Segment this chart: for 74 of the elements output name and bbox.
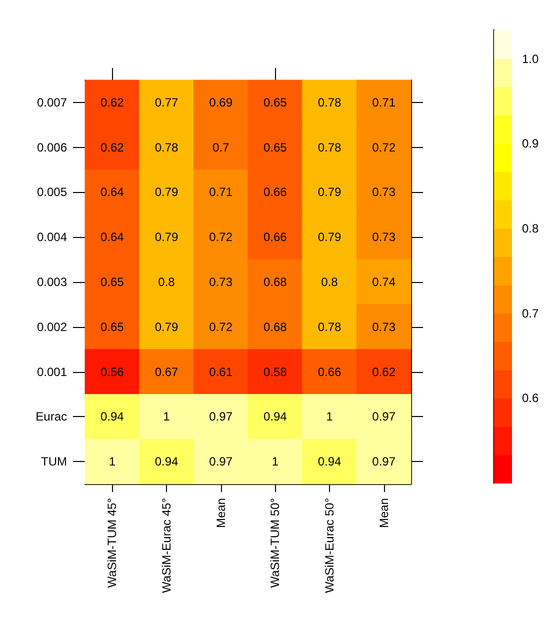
y-tick-label: 0.002 [36,320,68,334]
color-bar-label: 0.7 [522,306,540,320]
data-label: 0.64 [100,230,124,244]
data-label: 0.78 [318,95,342,110]
data-label: 0.73 [372,320,396,334]
color-bar-label: 0.8 [522,222,540,236]
data-label: 0.79 [154,320,178,334]
color-bar-label: 0.6 [522,391,540,406]
data-label: 0.66 [263,230,288,244]
data-label: 0.97 [372,454,396,469]
data-label: 0.62 [100,95,124,110]
data-label: 0.73 [372,230,396,244]
data-label: 0.8 [158,275,176,289]
data-label: 1 [163,410,170,424]
data-label: 0.68 [263,275,288,289]
data-label: 0.62 [100,140,124,154]
data-label: 0.79 [318,230,342,244]
data-label: 0.94 [100,410,124,424]
y-tick-label: 0.006 [36,140,68,154]
data-label: 0.62 [372,364,396,379]
data-label: 0.71 [372,95,396,110]
data-label: 0.72 [209,230,233,244]
data-label: 0.74 [372,275,396,289]
y-tick-label: 0.004 [36,230,68,244]
data-label: 0.64 [100,185,124,200]
x-tick-label: WaSiM-Eurac 45° [160,498,174,594]
data-label: 0.66 [263,185,288,200]
data-label: 0.65 [100,320,124,334]
data-label: 0.79 [154,230,178,244]
data-label: 0.77 [154,95,178,110]
data-label: 0.97 [209,410,233,424]
data-label: 0.72 [372,140,396,154]
data-label: 0.7 [212,140,230,154]
data-label: 0.94 [263,410,288,424]
x-tick-label: Mean [214,498,228,528]
y-tick-label: Eurac [36,410,67,424]
color-bar-label: 0.9 [522,136,540,151]
data-label: 0.72 [209,320,233,334]
data-label: 0.78 [318,140,342,154]
data-label: 0.79 [154,185,178,200]
x-tick-label: WaSiM-Eurac 50° [322,498,336,594]
data-label: 0.65 [263,140,288,154]
data-label: 0.68 [263,320,288,334]
data-label: 0.94 [318,454,342,469]
data-label: 0.61 [209,364,233,379]
data-label: 0.73 [209,275,233,289]
data-label: 0.66 [318,364,342,379]
data-label: 0.65 [100,275,124,289]
color-bar-label: 1.0 [522,52,540,66]
data-label: 1 [108,454,116,469]
data-label: 0.69 [209,95,233,110]
data-label: 1 [272,454,279,469]
data-label: 0.79 [318,185,342,200]
data-label: 0.56 [100,364,124,379]
data-label: 0.8 [321,275,338,289]
y-tick-label: 0.005 [36,185,68,200]
data-label: 0.65 [263,95,288,110]
data-label: 0.94 [154,454,178,469]
y-tick-label: 0.003 [36,275,68,289]
data-label: 0.71 [209,185,233,200]
data-label: 0.67 [154,364,178,379]
data-label: 1 [326,410,334,424]
data-label: 0.58 [263,364,288,379]
y-tick-label: TUM [41,454,67,469]
data-label: 0.73 [372,185,396,200]
x-tick-label: Mean [376,498,391,528]
data-label: 0.78 [154,140,178,154]
y-tick-label: 0.001 [36,364,68,379]
x-tick-label: WaSiM-TUM 45° [105,498,120,588]
data-label: 0.78 [318,320,342,334]
x-tick-label: WaSiM-TUM 50° [268,498,282,588]
data-label: 0.97 [372,410,396,424]
y-tick-label: 0.007 [36,95,68,110]
data-label: 0.97 [209,454,233,469]
